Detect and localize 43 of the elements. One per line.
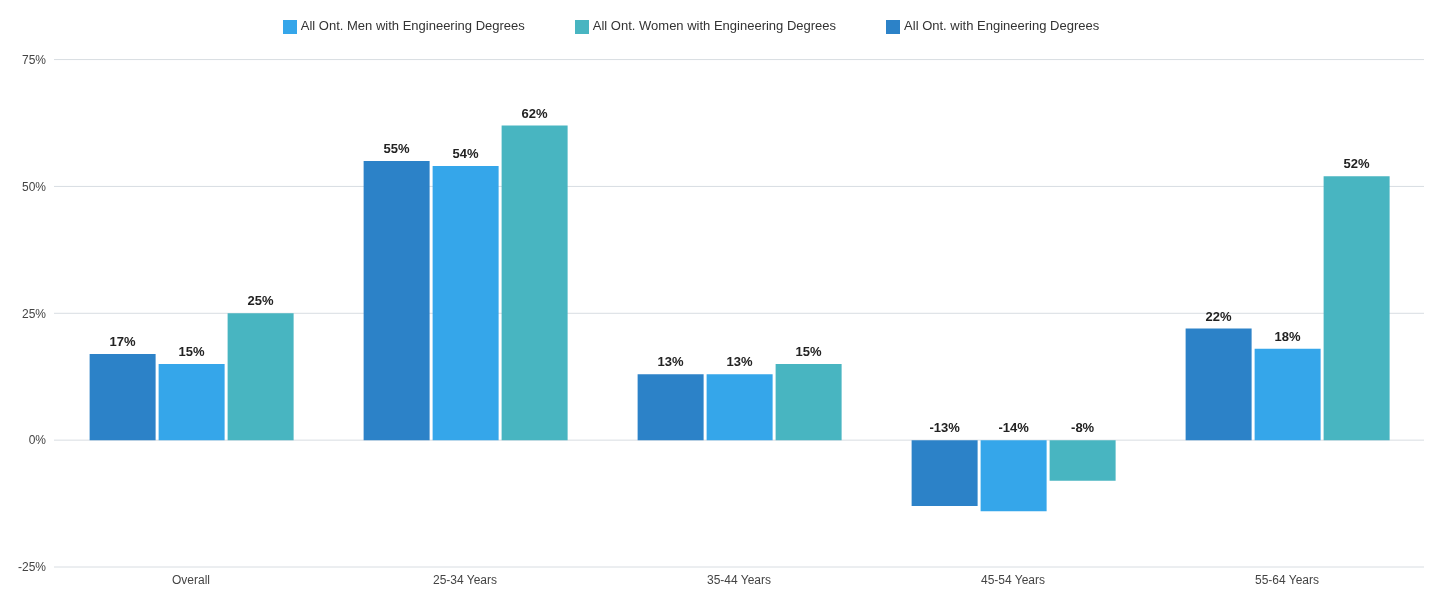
y-tick-label: 50% xyxy=(21,179,47,194)
bar xyxy=(1254,348,1321,441)
data-label: 25% xyxy=(247,293,275,309)
x-tick-label: Overall xyxy=(171,572,211,587)
bar xyxy=(432,166,499,441)
data-label: 17% xyxy=(109,333,137,349)
bar xyxy=(706,374,773,441)
x-tick-label: 25-34 Years xyxy=(432,572,498,587)
y-tick-label: 25% xyxy=(21,306,47,321)
x-tick-label: 55-64 Years xyxy=(1254,572,1320,587)
bar xyxy=(911,440,978,507)
data-label: -14% xyxy=(998,420,1030,436)
data-label: -8% xyxy=(1071,420,1095,436)
legend-label: All Ont. with Engineering Degrees xyxy=(904,18,1100,33)
data-label: 13% xyxy=(726,354,754,370)
bar xyxy=(158,364,225,441)
bar xyxy=(1185,328,1252,441)
data-label: 18% xyxy=(1274,328,1302,344)
data-label: 52% xyxy=(1343,156,1371,172)
x-tick-label: 45-54 Years xyxy=(980,572,1046,587)
y-tick-label: -25% xyxy=(17,560,47,575)
bar xyxy=(980,440,1047,512)
bar xyxy=(227,313,294,441)
bar xyxy=(363,161,430,441)
data-label: 13% xyxy=(657,354,685,370)
data-label: 62% xyxy=(521,105,549,121)
bar xyxy=(1323,176,1390,441)
legend-label: All Ont. Men with Engineering Degrees xyxy=(300,18,525,33)
data-label: 54% xyxy=(452,146,480,162)
y-tick-label: 75% xyxy=(21,52,47,67)
x-tick-label: 35-44 Years xyxy=(706,572,772,587)
data-label: 15% xyxy=(795,344,823,360)
bar xyxy=(1049,440,1116,481)
data-label: 22% xyxy=(1205,308,1233,324)
data-label: 55% xyxy=(383,141,411,157)
bar xyxy=(89,353,156,441)
bar xyxy=(637,374,704,441)
y-tick-label: 0% xyxy=(28,433,47,448)
data-label: -13% xyxy=(929,420,961,436)
bar xyxy=(775,364,842,441)
legend-label: All Ont. Women with Engineering Degrees xyxy=(592,18,837,33)
bar xyxy=(501,125,568,441)
data-label: 15% xyxy=(178,344,206,360)
